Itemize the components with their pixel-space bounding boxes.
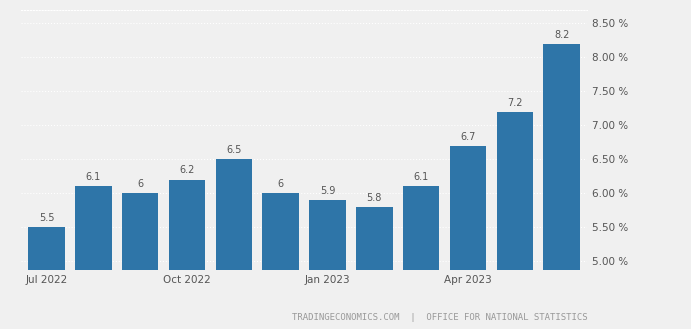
Bar [403, 186, 439, 329]
Text: 6.5: 6.5 [226, 145, 241, 155]
Text: 6: 6 [278, 179, 284, 189]
Bar [263, 193, 299, 329]
Bar [309, 200, 346, 329]
Text: TRADINGECONOMICS.COM  |  OFFICE FOR NATIONAL STATISTICS: TRADINGECONOMICS.COM | OFFICE FOR NATION… [292, 314, 587, 322]
Text: 6.1: 6.1 [86, 172, 101, 182]
Text: 5.5: 5.5 [39, 213, 54, 223]
Bar [497, 112, 533, 329]
Bar [75, 186, 111, 329]
Bar [122, 193, 158, 329]
Bar [28, 227, 65, 329]
Bar [169, 180, 205, 329]
Text: 7.2: 7.2 [507, 98, 522, 108]
Text: 8.2: 8.2 [554, 30, 569, 40]
Text: 6.7: 6.7 [460, 132, 475, 141]
Bar [450, 146, 486, 329]
Text: 5.9: 5.9 [320, 186, 335, 196]
Text: 6: 6 [137, 179, 143, 189]
Text: 5.8: 5.8 [367, 192, 382, 203]
Bar [216, 159, 252, 329]
Text: 6.2: 6.2 [179, 165, 195, 175]
Text: 6.1: 6.1 [413, 172, 428, 182]
Bar [356, 207, 392, 329]
Bar [543, 44, 580, 329]
